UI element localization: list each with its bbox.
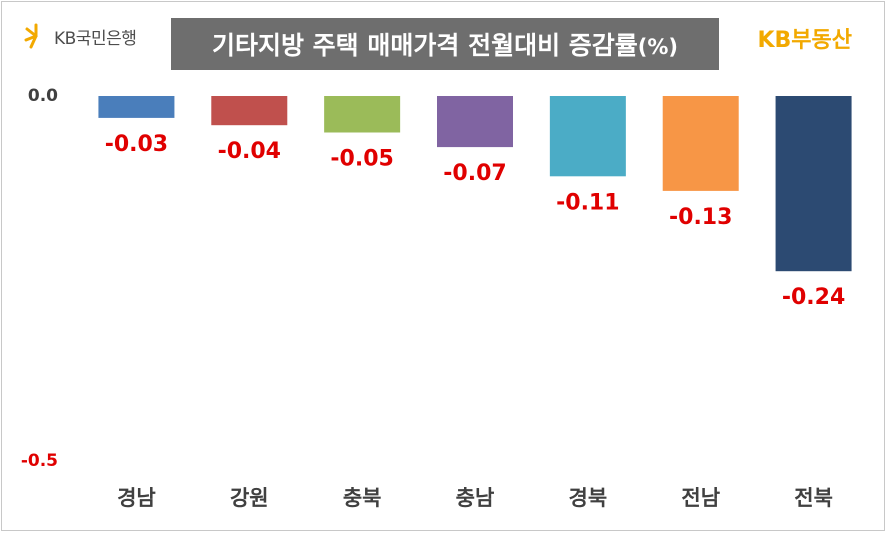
bar — [662, 96, 739, 191]
y-tick-label: 0.0 — [28, 86, 58, 106]
kb-real-estate-brand: KB부동산 — [757, 28, 852, 53]
kb-bank-logo: KB국민은행 — [22, 22, 137, 50]
bar-value-label: -0.04 — [218, 139, 281, 164]
x-tick-label: 경남 — [117, 486, 156, 510]
bar — [775, 96, 852, 272]
kb-star-icon — [24, 23, 38, 49]
chart-title-box: 기타지방 주택 매매가격 전월대비 증감률(%) — [171, 18, 719, 70]
chart-title: 기타지방 주택 매매가격 전월대비 증감률(%) — [212, 26, 678, 62]
bar-value-label: -0.03 — [105, 132, 168, 157]
x-tick-label: 강원 — [230, 486, 269, 510]
bar — [211, 96, 288, 126]
y-tick-label: -0.5 — [21, 451, 58, 471]
bar — [549, 96, 626, 177]
chart-title-main: 기타지방 주택 매매가격 전월대비 증감률 — [211, 31, 638, 60]
bar-value-label: -0.11 — [556, 190, 619, 215]
chart-title-unit: (%) — [637, 35, 679, 59]
kb-bank-logo-text: KB국민은행 — [54, 28, 137, 49]
bar — [437, 96, 513, 148]
x-tick-label: 충북 — [343, 486, 382, 510]
bar-value-label: -0.07 — [443, 161, 506, 186]
bar-value-label: -0.13 — [669, 205, 732, 230]
x-tick-label: 전북 — [794, 486, 833, 510]
x-tick-label: 전남 — [681, 486, 720, 510]
bar-value-label: -0.05 — [330, 147, 393, 172]
bar-value-label: -0.24 — [782, 285, 845, 310]
bar — [324, 96, 401, 133]
x-tick-label: 충남 — [456, 486, 495, 510]
x-tick-label: 경북 — [569, 486, 608, 510]
bar — [98, 96, 175, 118]
